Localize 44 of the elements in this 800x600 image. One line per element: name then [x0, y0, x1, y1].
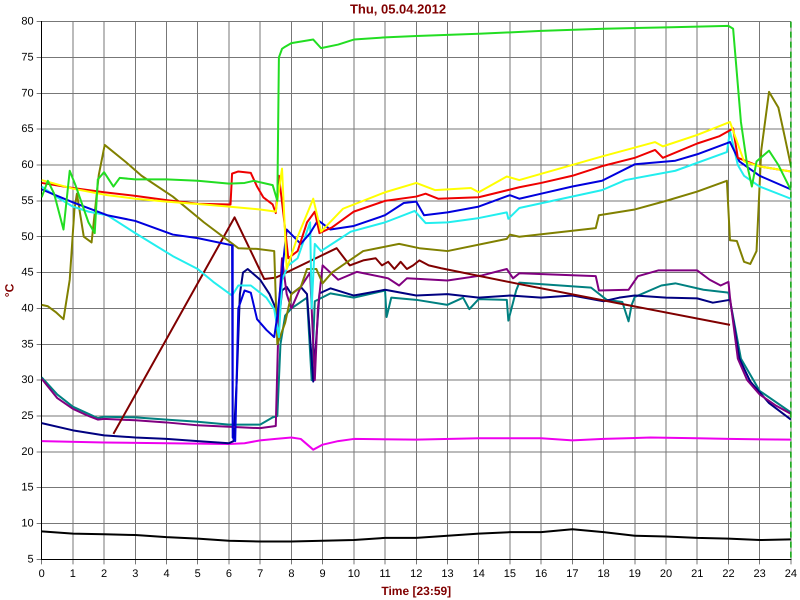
x-tick-label: 20 — [660, 568, 672, 580]
x-tick-label: 2 — [101, 568, 108, 580]
x-axis-title: Time [23:59] — [381, 584, 452, 598]
x-tick-label: 3 — [132, 568, 138, 580]
y-tick-label: 65 — [21, 123, 34, 136]
x-tick-label: 14 — [472, 568, 485, 580]
y-tick-label: 15 — [21, 482, 34, 494]
y-tick-label: 5 — [28, 553, 34, 566]
x-tick-label: 19 — [628, 568, 641, 580]
y-tick-label: 80 — [21, 16, 34, 28]
x-tick-label: 13 — [441, 568, 454, 580]
y-tick-label: 30 — [21, 374, 34, 386]
y-tick-label: 45 — [21, 266, 34, 279]
y-tick-label: 75 — [21, 51, 34, 64]
chart-title: Thu, 05.04.2012 — [350, 1, 446, 16]
x-tick-label: 0 — [38, 568, 45, 580]
x-tick-label: 23 — [754, 568, 766, 580]
x-tick-label: 1 — [70, 568, 76, 580]
x-tick-label: 18 — [597, 568, 610, 580]
y-tick-label: 35 — [21, 338, 34, 350]
x-tick-label: 24 — [784, 568, 798, 580]
y-tick-label: 40 — [21, 302, 34, 314]
y-tick-label: 20 — [21, 446, 34, 458]
x-tick-label: 4 — [163, 568, 170, 580]
x-tick-label: 8 — [288, 568, 294, 580]
x-tick-label: 22 — [722, 568, 735, 580]
x-tick-label: 16 — [535, 568, 548, 580]
y-tick-label: 50 — [21, 230, 34, 243]
x-tick-label: 21 — [691, 568, 704, 580]
x-tick-label: 15 — [504, 568, 516, 580]
y-tick-label: 10 — [21, 518, 34, 530]
x-tick-label: 7 — [257, 568, 264, 580]
y-tick-label: 60 — [21, 159, 34, 172]
x-tick-label: 5 — [194, 568, 201, 580]
x-tick-label: 9 — [320, 568, 326, 580]
y-axis-title: °C — [2, 283, 17, 298]
x-tick-label: 10 — [348, 568, 360, 580]
x-tick-label: 17 — [566, 568, 578, 580]
x-tick-label: 12 — [410, 568, 422, 580]
y-tick-label: 70 — [21, 87, 34, 100]
y-tick-label: 25 — [21, 410, 34, 422]
x-tick-label: 11 — [379, 568, 391, 580]
x-tick-label: 6 — [226, 568, 232, 580]
y-tick-label: 55 — [21, 194, 34, 207]
